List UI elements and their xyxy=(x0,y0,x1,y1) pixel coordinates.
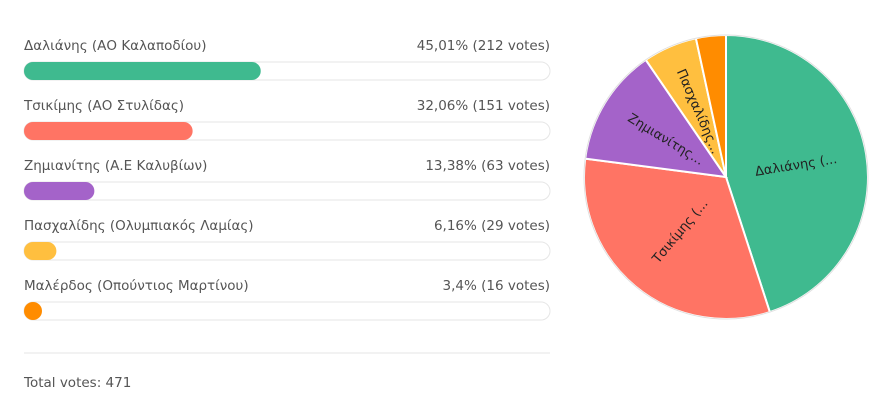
bar-track xyxy=(23,241,551,261)
bar-track xyxy=(23,301,551,321)
bar xyxy=(24,242,57,260)
option-result: 32,06% (151 votes) xyxy=(417,98,550,114)
bar xyxy=(24,182,95,200)
option-result: 13,38% (63 votes) xyxy=(425,158,550,174)
total-votes: Total votes: 471 xyxy=(23,375,131,391)
bar xyxy=(24,62,261,80)
bar xyxy=(24,122,193,140)
option-result: 3,4% (16 votes) xyxy=(443,278,550,294)
bar-track xyxy=(23,181,551,201)
option-label: Τσικίμης (ΑΟ Στυλίδας) xyxy=(23,98,184,114)
option-label: Δαλιάνης (ΑΟ Καλαποδίου) xyxy=(24,38,207,54)
option-label: Μαλέρδος (Οπούντιος Μαρτίνου) xyxy=(24,278,249,294)
bar xyxy=(24,302,42,320)
option-label: Ζημιανίτης (Α.Ε Καλυβίων) xyxy=(24,158,207,174)
option-label: Πασχαλίδης (Ολυμπιακός Λαμίας) xyxy=(24,218,254,234)
pie-outline xyxy=(583,34,869,320)
option-result: 6,16% (29 votes) xyxy=(434,218,550,234)
option-result: 45,01% (212 votes) xyxy=(417,38,550,54)
